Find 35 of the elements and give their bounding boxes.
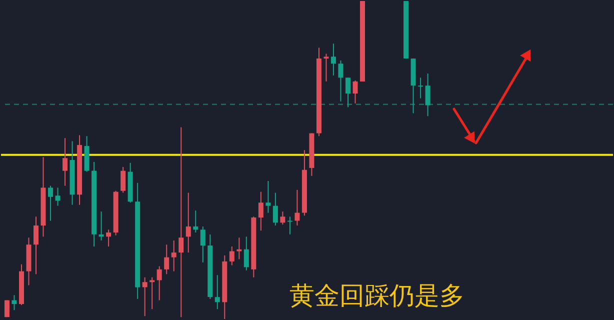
candlestick bbox=[4, 300, 10, 318]
candlestick bbox=[214, 274, 220, 310]
candlestick bbox=[244, 236, 249, 271]
candlestick bbox=[34, 216, 38, 275]
candlestick bbox=[272, 192, 278, 226]
candlestick bbox=[150, 276, 155, 310]
annotation: 黄金回踩仍是多 bbox=[290, 281, 464, 310]
candlestick bbox=[352, 80, 358, 104]
candlestick bbox=[164, 244, 170, 275]
candlestick bbox=[62, 138, 68, 186]
candlestick bbox=[156, 266, 162, 301]
candlestick bbox=[287, 216, 292, 235]
candlestick bbox=[120, 166, 126, 194]
candlestick bbox=[330, 43, 336, 76]
candlestick bbox=[266, 180, 271, 214]
candlestick bbox=[142, 276, 148, 317]
candlestick bbox=[345, 77, 350, 108]
candlestick bbox=[193, 210, 198, 234]
candlestick bbox=[55, 187, 60, 206]
candlestick bbox=[12, 294, 17, 311]
candlestick bbox=[338, 60, 344, 102]
candlestick bbox=[236, 237, 242, 260]
candlestick bbox=[48, 185, 54, 222]
candlestick bbox=[294, 189, 300, 226]
candlestick bbox=[418, 77, 424, 99]
candlestick bbox=[280, 211, 286, 226]
candlestick bbox=[106, 229, 112, 247]
candlestick bbox=[186, 192, 191, 254]
candlestick bbox=[258, 191, 264, 232]
candlestick bbox=[178, 126, 184, 318]
candlestick bbox=[200, 226, 206, 263]
candlestick bbox=[171, 240, 176, 272]
candlestick bbox=[425, 73, 430, 117]
candlestick bbox=[229, 246, 234, 266]
candlestick bbox=[324, 53, 329, 82]
